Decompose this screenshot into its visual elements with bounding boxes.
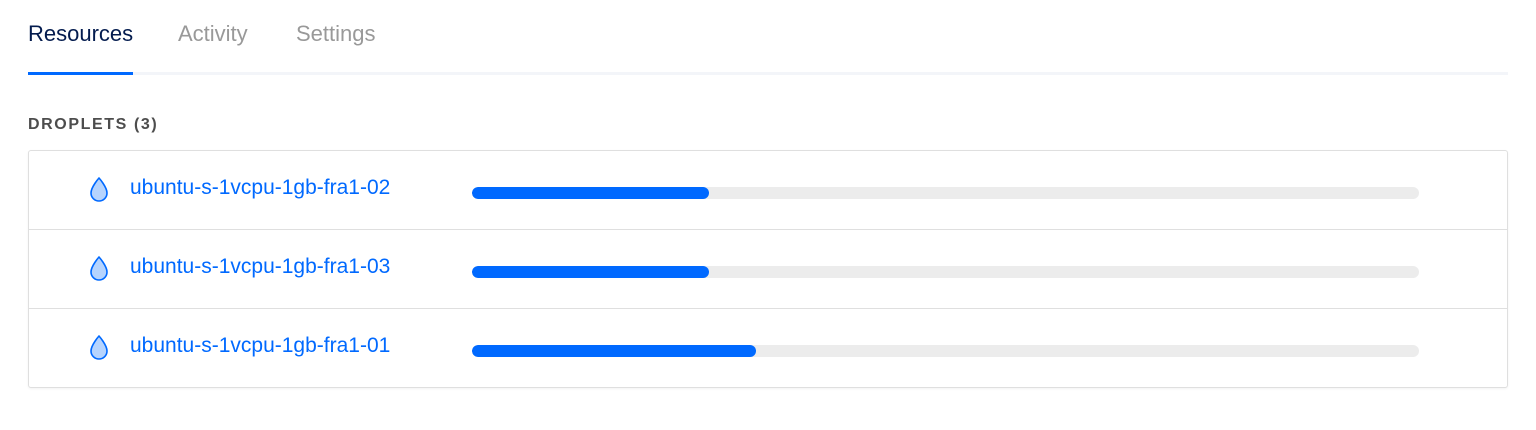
droplet-icon	[90, 256, 108, 281]
tab-settings[interactable]: Settings	[296, 21, 376, 46]
tab-bar: Resources Activity Settings	[28, 0, 1508, 75]
droplet-list: ubuntu-s-1vcpu-1gb-fra1-02 ubuntu-s-1vcp…	[28, 150, 1508, 388]
usage-bar	[472, 187, 1419, 199]
usage-bar-fill	[472, 345, 757, 357]
usage-bar-fill	[472, 266, 709, 278]
usage-bar	[472, 345, 1419, 357]
droplet-icon	[90, 335, 108, 360]
droplet-row: ubuntu-s-1vcpu-1gb-fra1-01	[29, 309, 1507, 387]
tab-activity[interactable]: Activity	[178, 21, 248, 46]
droplet-row: ubuntu-s-1vcpu-1gb-fra1-03	[29, 230, 1507, 309]
tab-resources[interactable]: Resources	[28, 21, 134, 75]
droplet-name-link[interactable]: ubuntu-s-1vcpu-1gb-fra1-03	[130, 255, 391, 278]
droplet-row: ubuntu-s-1vcpu-1gb-fra1-02	[29, 151, 1507, 230]
droplet-name-link[interactable]: ubuntu-s-1vcpu-1gb-fra1-01	[130, 334, 391, 357]
droplet-name-link[interactable]: ubuntu-s-1vcpu-1gb-fra1-02	[130, 176, 391, 199]
droplet-icon	[90, 177, 108, 202]
usage-bar	[472, 266, 1419, 278]
usage-bar-fill	[472, 187, 709, 199]
section-heading: DROPLETS (3)	[28, 116, 159, 133]
